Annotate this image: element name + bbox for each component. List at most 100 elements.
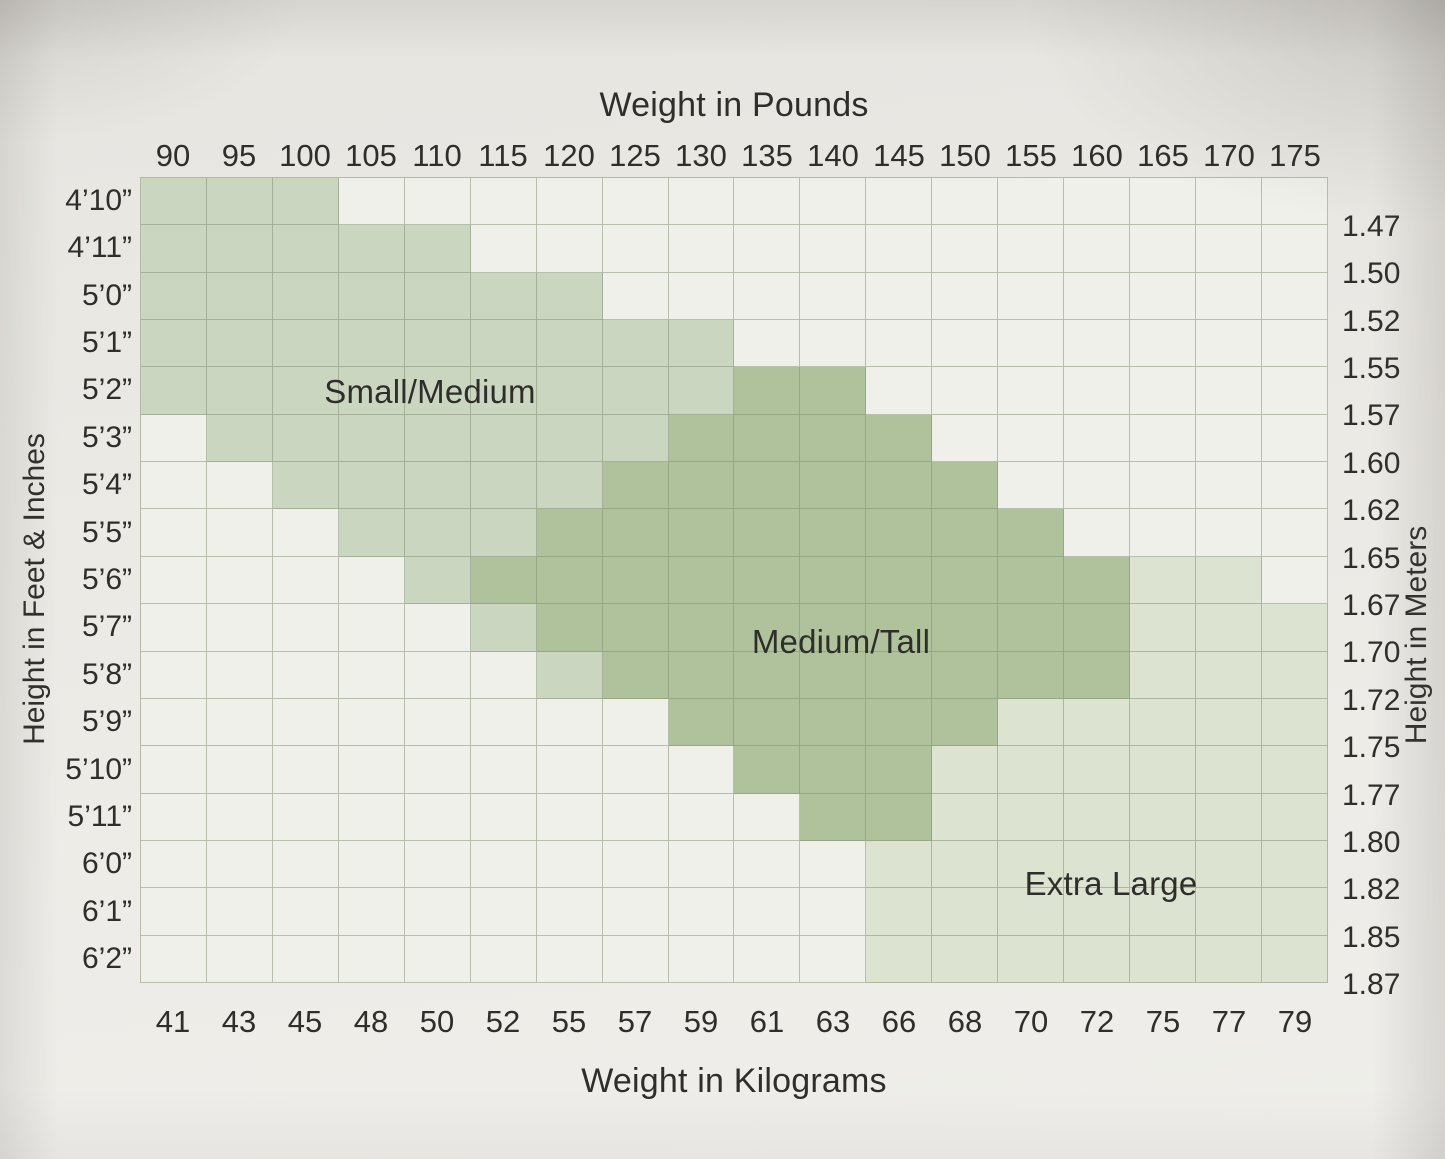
grid-cell (1064, 225, 1131, 273)
grid-cell (998, 651, 1065, 699)
grid-cell (932, 320, 999, 368)
grid-cell (866, 320, 933, 368)
grid-cell (734, 320, 801, 368)
grid-cell (1196, 746, 1263, 794)
grid-cell (272, 462, 339, 510)
pound-tick-label: 95 (221, 138, 257, 173)
grid-cell (1196, 272, 1263, 321)
grid-cell (404, 604, 471, 652)
grid-cell (272, 178, 339, 226)
grid-cell (734, 840, 801, 889)
pound-tick-label: 175 (1269, 138, 1321, 173)
height-m-tick-label: 1.57 (1342, 399, 1401, 433)
grid-cell (141, 651, 207, 699)
grid-cell (800, 840, 867, 889)
grid-cell (998, 178, 1065, 226)
grid-cell (536, 746, 603, 794)
grid-cell (536, 462, 603, 510)
grid-cell (206, 888, 273, 936)
kilogram-tick-label: 75 (1145, 1004, 1181, 1039)
grid-cell (470, 888, 537, 936)
grid-cell (272, 746, 339, 794)
height-m-tick-label: 1.75 (1342, 731, 1401, 765)
grid-cell (1130, 746, 1197, 794)
grid-cell (206, 604, 273, 652)
kilogram-tick-label: 52 (485, 1004, 521, 1039)
height-ft-tick-label: 5’3” (81, 420, 132, 454)
grid-cell (1064, 840, 1131, 889)
grid-cell (1130, 888, 1197, 936)
grid-cell (1262, 414, 1328, 463)
grid-cell (141, 414, 207, 463)
grid-cell (998, 556, 1065, 605)
height-m-tick-label: 1.72 (1342, 683, 1401, 717)
grid-cell (404, 556, 471, 605)
grid-cell (800, 367, 867, 415)
grid-cell (602, 462, 669, 510)
height-ft-tick-label: 5’8” (81, 657, 132, 691)
grid-cell (206, 840, 273, 889)
grid-cell (141, 793, 207, 841)
grid-cell (1196, 320, 1263, 368)
pound-tick-label: 145 (873, 138, 925, 173)
grid-cell (1130, 462, 1197, 510)
height-m-tick-label: 1.87 (1342, 968, 1401, 1002)
grid-cell (404, 651, 471, 699)
grid-cell (272, 698, 339, 747)
grid-cell (800, 556, 867, 605)
pound-tick-label: 150 (939, 138, 991, 173)
pound-tick-label: 140 (807, 138, 859, 173)
grid-cell (1262, 651, 1328, 699)
grid-cell (536, 840, 603, 889)
grid-cell (1196, 178, 1263, 226)
grid-cell (602, 509, 669, 557)
grid-cell (932, 604, 999, 652)
grid-cell (866, 225, 933, 273)
pound-tick-label: 125 (609, 138, 661, 173)
grid-cell (404, 935, 471, 983)
grid-cell (800, 651, 867, 699)
height-m-tick-label: 1.55 (1342, 351, 1401, 385)
grid-cell (1064, 462, 1131, 510)
grid-cell (338, 414, 405, 463)
meters-axis: 1.47 1.50 1.52 1.55 1.57 1.60 1.62 1.65 1.67 1.70… (1342, 203, 1442, 1009)
grid-cell (272, 414, 339, 463)
grid-cell (206, 272, 273, 321)
grid-cell (668, 556, 735, 605)
grid-cell (404, 746, 471, 794)
grid-cell (998, 414, 1065, 463)
grid-cell (206, 698, 273, 747)
grid-cell (470, 556, 537, 605)
grid-cell (1196, 651, 1263, 699)
grid-cell (206, 367, 273, 415)
grid-cell (668, 651, 735, 699)
grid-cell (866, 272, 933, 321)
grid-cell (470, 935, 537, 983)
grid-cell (206, 793, 273, 841)
kilogram-tick-label: 48 (353, 1004, 389, 1039)
x-axis-title-bottom: Weight in Kilograms (581, 1062, 887, 1100)
grid-cell (1262, 604, 1328, 652)
grid-cell (932, 935, 999, 983)
grid-cell (668, 746, 735, 794)
grid-cell (1262, 272, 1328, 321)
height-m-tick-label: 1.52 (1342, 304, 1401, 338)
grid-cell (734, 462, 801, 510)
grid-cell (1262, 225, 1328, 273)
grid-cell (404, 367, 471, 415)
grid-cell (866, 935, 933, 983)
grid-cell (338, 604, 405, 652)
grid-cell (1262, 698, 1328, 747)
grid-cell (141, 746, 207, 794)
grid-cell (1064, 320, 1131, 368)
grid-cell (470, 698, 537, 747)
grid-cell (1130, 840, 1197, 889)
pound-tick-label: 130 (675, 138, 727, 173)
grid-cell (932, 556, 999, 605)
grid-cell (866, 746, 933, 794)
grid-cell (1130, 604, 1197, 652)
grid-cell (866, 178, 933, 226)
grid-cell (141, 320, 207, 368)
kilograms-axis: 41 43 45 48 50 52 55 57 59 61 63 66 68 70 72 75 77 79 (140, 1000, 1328, 1044)
